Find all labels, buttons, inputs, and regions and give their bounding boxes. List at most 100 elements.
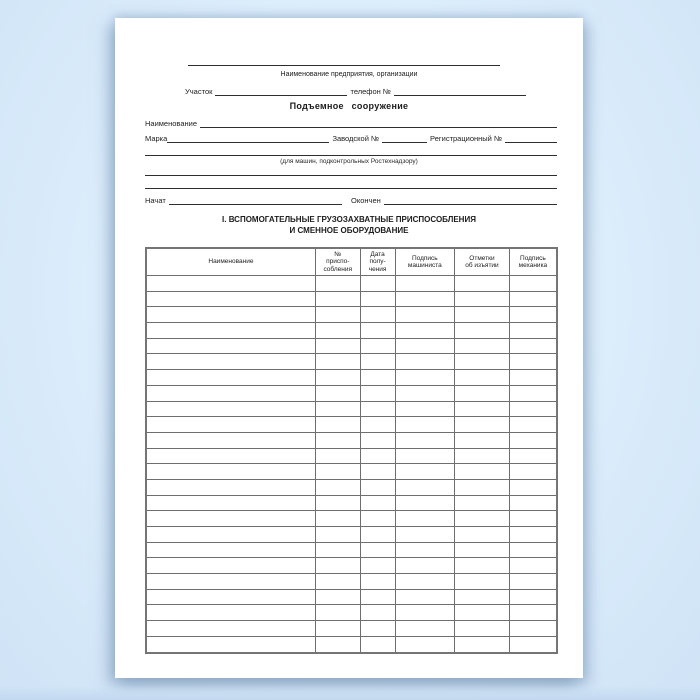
- site-label: Участок: [185, 87, 213, 96]
- table-cell: [454, 635, 510, 654]
- table-cell: [314, 322, 361, 339]
- table-cell: [454, 431, 510, 449]
- table-cell: [359, 557, 396, 575]
- table-cell: [454, 306, 510, 324]
- table-cell: [454, 463, 510, 480]
- table-row: [145, 369, 558, 386]
- table-cell: [394, 478, 456, 496]
- table-cell: [394, 588, 456, 606]
- table-cell: [145, 510, 316, 527]
- table-row: [145, 635, 558, 654]
- table-cell: [145, 353, 316, 371]
- table-cell: [508, 557, 558, 575]
- section-title: I. ВСПОМОГАТЕЛЬНЫЕ ГРУЗОЗАХВАТНЫЕ ПРИСПО…: [115, 215, 583, 236]
- table-row: [145, 604, 558, 622]
- table-row: [145, 337, 558, 355]
- table-cell: [454, 369, 510, 386]
- table-cell: [394, 275, 456, 292]
- table-cell: [508, 494, 558, 512]
- table-cell: [359, 635, 396, 654]
- table-cell: [359, 290, 396, 308]
- table-row: [145, 447, 558, 465]
- table-cell: [145, 494, 316, 512]
- table-row: [145, 431, 558, 449]
- section-title-line2: И СМЕННОЕ ОБОРУДОВАНИЕ: [289, 225, 409, 235]
- table-cell: [314, 447, 361, 465]
- table-cell: [314, 400, 361, 418]
- table-cell: [359, 478, 396, 496]
- table-cell: [394, 416, 456, 433]
- table-cell: [508, 337, 558, 355]
- table-cell: [314, 620, 361, 637]
- factory-no-blank-line: [382, 133, 428, 143]
- table-cell: [394, 635, 456, 654]
- table-cell: [394, 463, 456, 480]
- table-row: [145, 353, 558, 371]
- table-cell: [314, 337, 361, 355]
- reg-no-blank-line: [505, 133, 557, 143]
- table-cell: [145, 447, 316, 465]
- table-row: [145, 306, 558, 324]
- table-cell: [145, 557, 316, 575]
- extra-blank-line-1: [145, 175, 557, 176]
- table-cell: [145, 275, 316, 292]
- finished-blank-line: [383, 195, 558, 205]
- table-cell: [394, 306, 456, 324]
- table-cell: [314, 290, 361, 308]
- table-cell: [359, 573, 396, 590]
- name-row: Наименование: [145, 117, 557, 128]
- table-row: [145, 494, 558, 512]
- reg-no-label: Регистрационный №: [430, 134, 502, 143]
- finished-label: Окончен: [351, 196, 381, 205]
- table-cell: [454, 416, 510, 433]
- started-label: Начат: [145, 196, 166, 205]
- table-cell: [145, 620, 316, 637]
- table-cell: [394, 541, 456, 559]
- table-cell: [394, 494, 456, 512]
- table-cell: [508, 416, 558, 433]
- table-cell: [394, 431, 456, 449]
- table-cell: [454, 322, 510, 339]
- table-cell: [359, 369, 396, 386]
- table-cell: [314, 416, 361, 433]
- table-cell: [508, 588, 558, 606]
- table-cell: [394, 447, 456, 465]
- table-cell: [145, 541, 316, 559]
- table-cell: [314, 510, 361, 527]
- table-cell: [359, 526, 396, 543]
- table-cell: [454, 588, 510, 606]
- table-cell: [314, 478, 361, 496]
- table-cell: [314, 384, 361, 402]
- table-cell: [394, 337, 456, 355]
- table-cell: [454, 557, 510, 575]
- table-cell: [394, 353, 456, 371]
- site-blank-line: [215, 86, 348, 96]
- col-header-operator-signature: Подпись машиниста: [394, 247, 456, 276]
- table-cell: [454, 384, 510, 402]
- table-cell: [314, 557, 361, 575]
- table-cell: [145, 290, 316, 308]
- name-label: Наименование: [145, 119, 197, 128]
- table-cell: [508, 400, 558, 418]
- table-cell: [359, 322, 396, 339]
- table-cell: [359, 447, 396, 465]
- table-cell: [145, 635, 316, 654]
- table-cell: [145, 400, 316, 418]
- table-cell: [508, 526, 558, 543]
- table-cell: [508, 353, 558, 371]
- started-blank-line: [168, 195, 343, 205]
- table-cell: [314, 494, 361, 512]
- table-cell: [508, 604, 558, 622]
- table-cell: [145, 463, 316, 480]
- table-cell: [508, 478, 558, 496]
- table-cell: [314, 369, 361, 386]
- table-cell: [359, 306, 396, 324]
- table-cell: [359, 510, 396, 527]
- table-cell: [314, 353, 361, 371]
- table-row: [145, 384, 558, 402]
- table-row: [145, 526, 558, 543]
- table-cell: [145, 369, 316, 386]
- table-cell: [454, 353, 510, 371]
- table-cell: [454, 573, 510, 590]
- site-phone-row: Участок телефон №: [185, 85, 526, 96]
